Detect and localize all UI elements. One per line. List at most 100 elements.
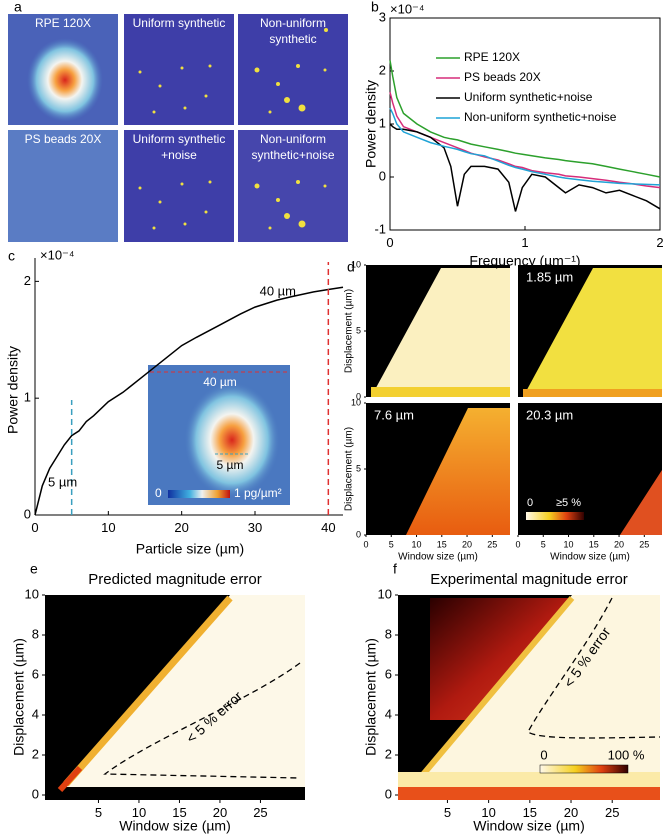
heatmap-edge <box>412 596 575 786</box>
x-tick-label: 1 <box>521 235 528 250</box>
image-tile <box>238 14 348 125</box>
y-tick-label: 1 <box>379 115 386 130</box>
chart-title: Predicted magnitude error <box>88 571 261 588</box>
tile-label: Non-uniform <box>260 16 326 30</box>
y-tick-label: 4 <box>385 706 392 721</box>
y-axis-label: Power density <box>5 346 21 434</box>
colorbar <box>539 764 629 774</box>
x-tick-label: 15 <box>437 539 447 549</box>
x-tick-label: 5 <box>389 539 394 549</box>
cell-blob <box>27 38 103 122</box>
marker-label: 5 µm <box>48 474 77 489</box>
y-tick-label: 3 <box>379 9 386 24</box>
x-tick-label: 5 <box>95 805 102 820</box>
y-tick-label: 6 <box>385 666 392 681</box>
y-tick-label: 2 <box>385 746 392 761</box>
y-tick-label: 5 <box>356 463 361 473</box>
x-tick-label: 25 <box>253 805 267 820</box>
panel-e-heatmap <box>45 595 305 800</box>
x-tick-label: 10 <box>132 805 146 820</box>
y-axis-label: Displacement (µm) <box>344 427 355 511</box>
x-tick-label: 15 <box>523 805 537 820</box>
heatmap-region <box>406 408 510 535</box>
y-tick-label: 10 <box>351 259 361 269</box>
heatmap-title: 20.3 µm <box>526 407 573 422</box>
heatmap-region <box>620 470 662 535</box>
y-tick-label: 0 <box>385 786 392 801</box>
x-tick-label: 2 <box>656 235 663 250</box>
scale-label: ×10⁻⁴ <box>40 247 75 262</box>
y-tick-label: 8 <box>32 626 39 641</box>
tile-label: Uniform synthetic <box>133 16 226 30</box>
x-tick-label: 5 <box>541 539 546 549</box>
tile-label: RPE 120X <box>35 16 91 30</box>
colorbar-label: 1 pg/µm² <box>234 486 282 500</box>
colorbar-label: 100 % <box>608 747 645 762</box>
x-tick-label: 0 <box>515 539 520 549</box>
inset-label: 5 µm <box>217 458 244 472</box>
colorbar-label: 0 <box>527 497 533 509</box>
heatmap-title: 7.6 µm <box>374 407 414 422</box>
synthetic-particles <box>138 28 328 230</box>
contour <box>103 662 301 779</box>
x-tick-label: 20 <box>564 805 578 820</box>
x-tick-label: 20 <box>462 539 472 549</box>
x-tick-label: 0 <box>363 539 368 549</box>
panel-label: d <box>347 259 355 275</box>
line <box>34 286 344 516</box>
x-axis-label: Frequency (µm⁻¹) <box>469 253 580 269</box>
y-tick-label: 6 <box>32 666 39 681</box>
y-axis-label: Power density <box>363 80 379 168</box>
panel-label: f <box>393 561 397 577</box>
y-tick-label: 0 <box>356 529 361 539</box>
x-tick-label: 25 <box>639 539 649 549</box>
tile-label: synthetic <box>269 32 316 46</box>
y-tick-label: 2 <box>32 746 39 761</box>
x-tick-label: 20 <box>614 539 624 549</box>
chart-title: Experimental magnitude error <box>430 571 628 588</box>
colorbar-label: 0 <box>540 747 547 762</box>
x-tick-label: 10 <box>101 520 115 535</box>
y-axis-label: Displacement (µm) <box>363 638 379 756</box>
heatmap-edge <box>57 765 83 793</box>
y-axis-label: Displacement (µm) <box>11 638 27 756</box>
legend-label: RPE 120X <box>464 50 520 64</box>
legend-label: PS beads 20X <box>464 70 541 84</box>
tile-label: Non-uniform <box>260 132 326 146</box>
image-tile <box>124 14 234 125</box>
heatmap-region <box>398 787 660 800</box>
panel-f-heatmap <box>398 595 661 800</box>
x-tick-label: 10 <box>481 805 495 820</box>
x-axis-label: Particle size (µm) <box>136 541 244 557</box>
x-tick-label: 0 <box>386 235 393 250</box>
line <box>389 60 661 178</box>
line <box>389 123 661 212</box>
tile-label: synthetic+noise <box>251 148 334 162</box>
x-tick-label: 15 <box>589 539 599 549</box>
colorbar-label: ≥5 % <box>556 497 581 509</box>
colorbar <box>526 512 584 520</box>
y-tick-label: 0 <box>32 786 39 801</box>
y-tick-label: 10 <box>25 586 39 601</box>
y-tick-label: 0 <box>356 391 361 401</box>
x-tick-label: 40 <box>321 520 335 535</box>
colorbar <box>168 490 230 498</box>
y-tick-label: 5 <box>356 325 361 335</box>
heatmap-region <box>415 595 660 787</box>
panel-label: e <box>30 561 38 577</box>
inset-label: 40 µm <box>203 375 237 389</box>
panel-d-heatmaps <box>366 265 662 535</box>
panel-label: c <box>8 248 15 264</box>
heatmap-region <box>371 387 510 397</box>
tile-label: +noise <box>161 148 197 162</box>
x-axis-label: Window size (µm) <box>398 552 478 563</box>
y-tick-label: 8 <box>385 626 392 641</box>
heatmap-region <box>398 772 660 787</box>
y-tick-label: 4 <box>32 706 39 721</box>
panel-label: b <box>371 0 379 15</box>
x-axis-label: Window size (µm) <box>473 818 585 834</box>
x-tick-label: 20 <box>213 805 227 820</box>
heatmap-region <box>430 598 570 720</box>
image-tile <box>124 130 234 242</box>
